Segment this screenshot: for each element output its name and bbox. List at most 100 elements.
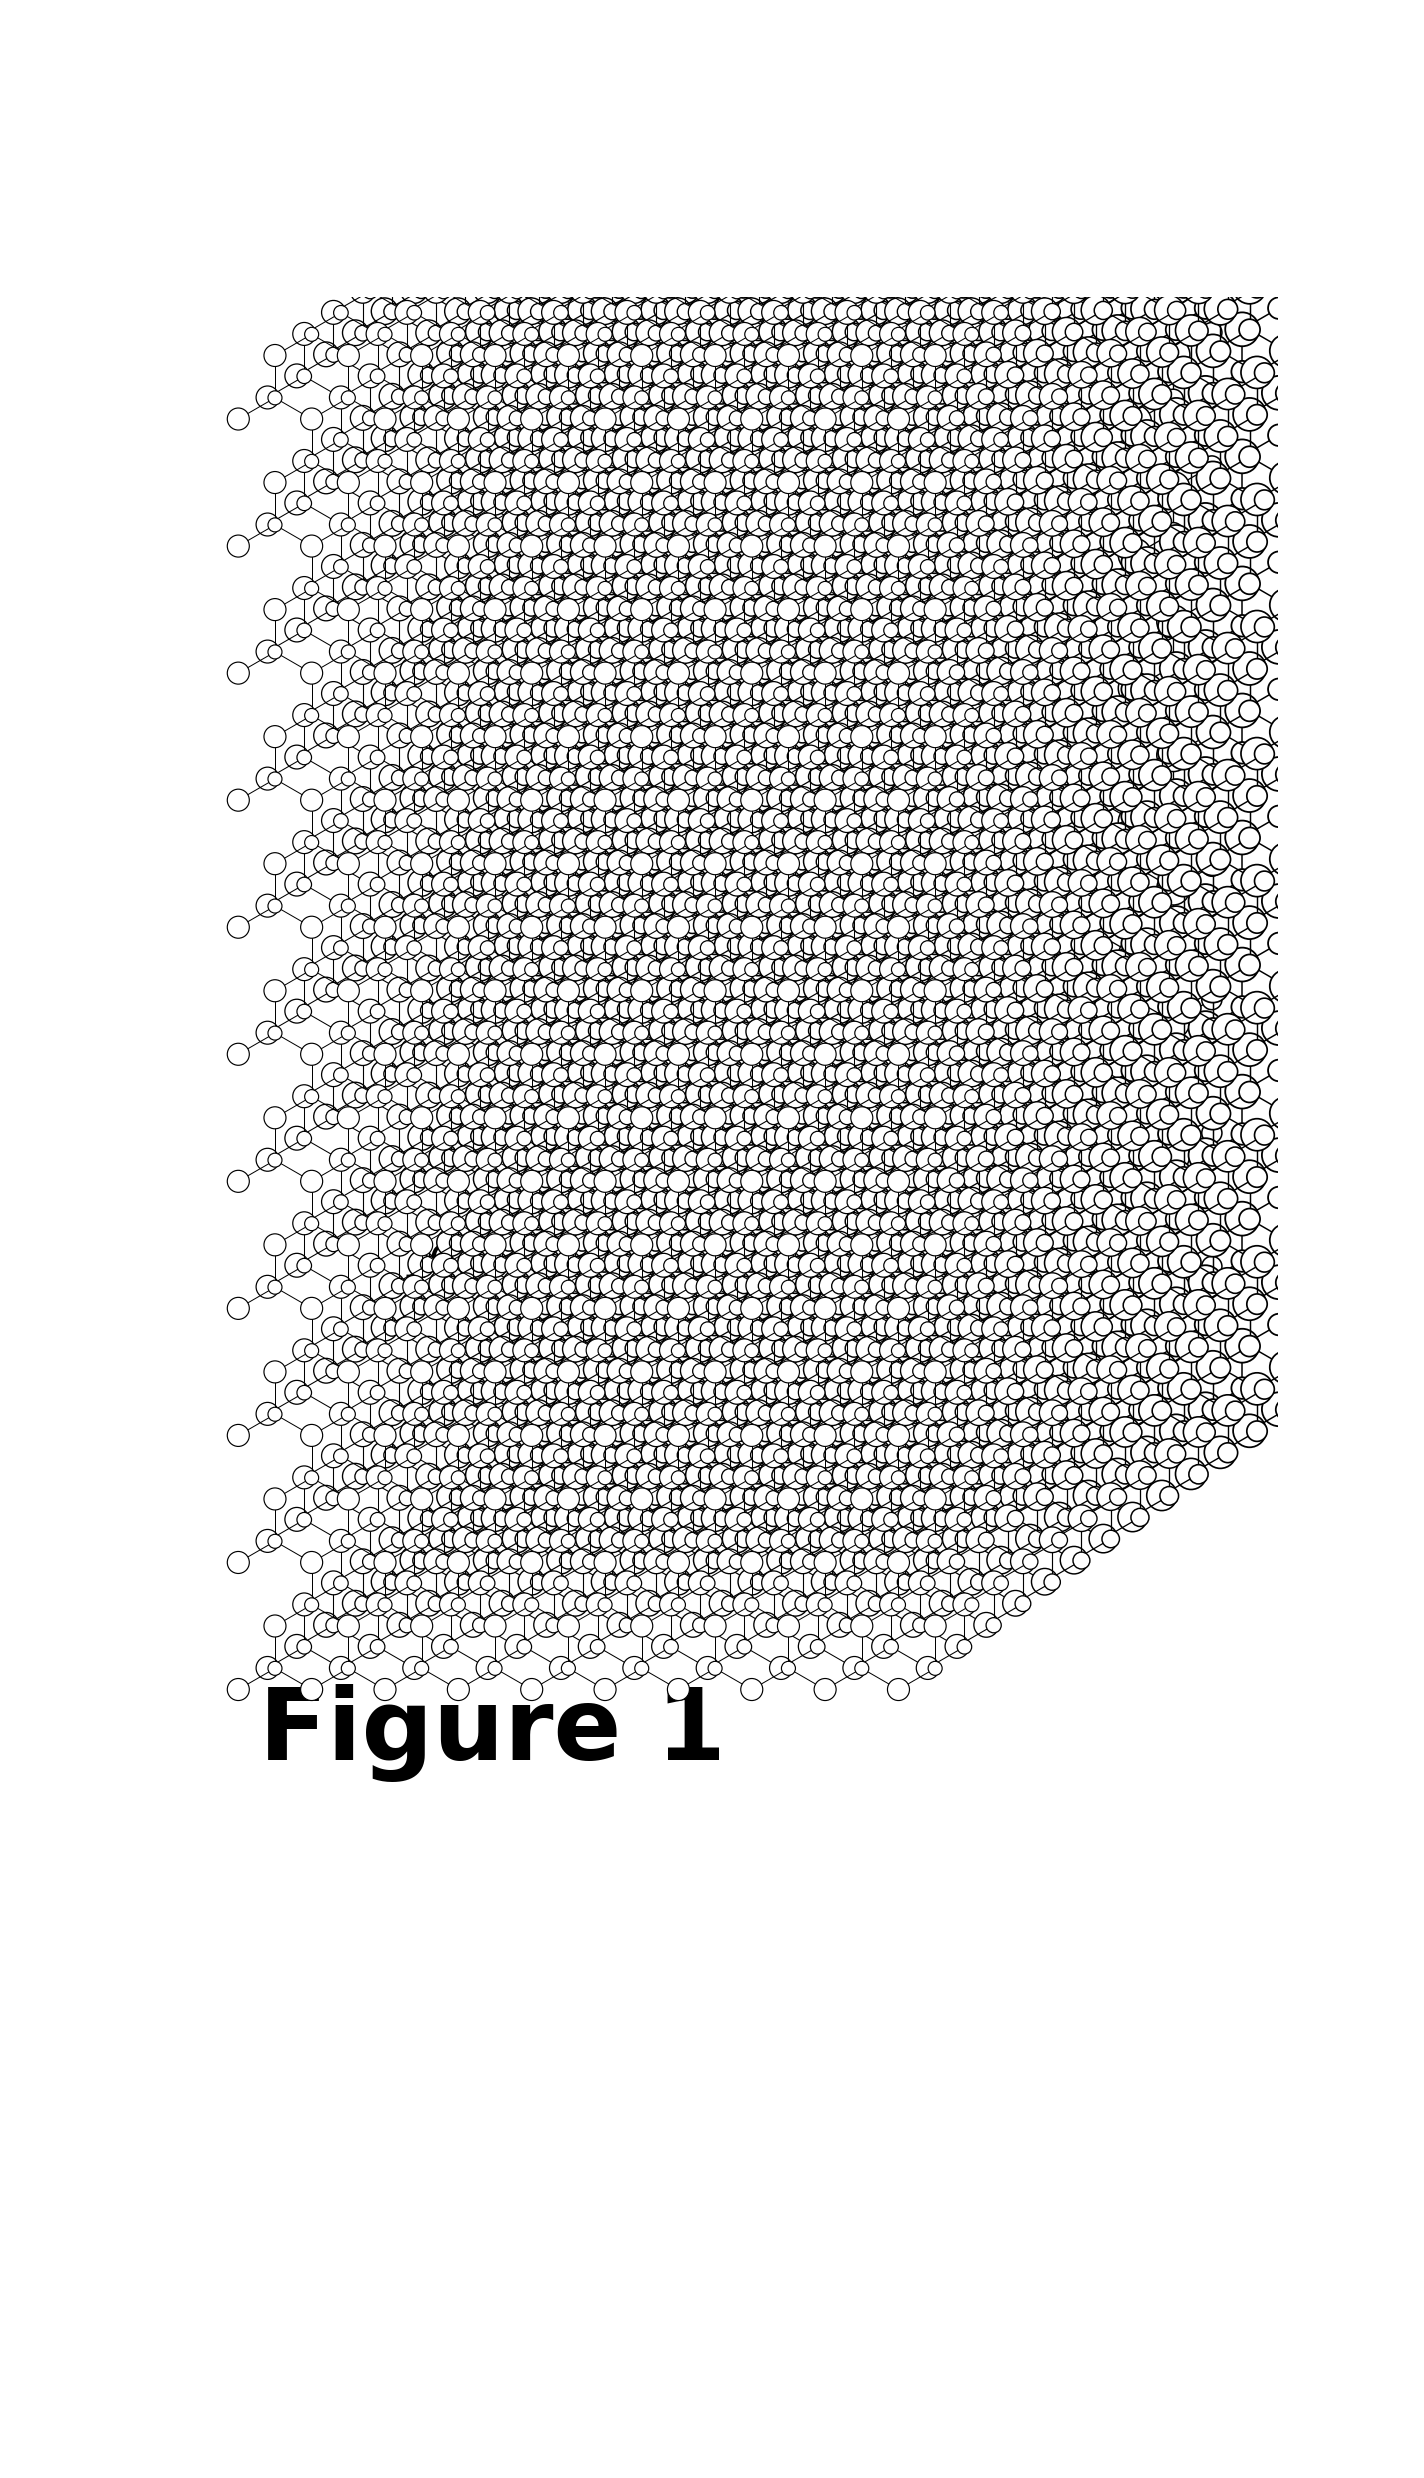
Circle shape (984, 166, 1017, 198)
Circle shape (668, 109, 688, 129)
Circle shape (359, 1254, 382, 1276)
Circle shape (715, 1311, 743, 1341)
Circle shape (897, 939, 914, 954)
Circle shape (916, 1276, 940, 1298)
Circle shape (618, 1127, 635, 1145)
Circle shape (662, 949, 693, 981)
Circle shape (1240, 865, 1273, 897)
Circle shape (1020, 1209, 1040, 1229)
Circle shape (985, 855, 1001, 870)
Circle shape (725, 999, 749, 1023)
Circle shape (780, 845, 810, 875)
Circle shape (836, 129, 857, 149)
Circle shape (584, 1355, 611, 1383)
Circle shape (953, 1085, 975, 1108)
Circle shape (646, 270, 679, 305)
Circle shape (581, 865, 612, 897)
Circle shape (668, 235, 688, 255)
Circle shape (984, 1254, 1002, 1271)
Circle shape (1042, 701, 1061, 721)
Circle shape (322, 1571, 346, 1596)
Circle shape (560, 1227, 590, 1256)
Circle shape (843, 1147, 866, 1172)
Circle shape (983, 510, 1004, 530)
Circle shape (1168, 1063, 1186, 1083)
Circle shape (787, 622, 803, 637)
Circle shape (738, 622, 752, 637)
Circle shape (691, 292, 723, 325)
Circle shape (544, 620, 562, 637)
Circle shape (681, 1484, 705, 1509)
Circle shape (591, 553, 618, 577)
Circle shape (765, 620, 782, 637)
Circle shape (1118, 994, 1148, 1023)
Circle shape (762, 300, 786, 325)
Circle shape (634, 845, 664, 875)
Circle shape (1156, 72, 1190, 104)
Circle shape (769, 387, 793, 409)
Circle shape (946, 1507, 968, 1531)
Circle shape (1108, 617, 1128, 637)
Circle shape (488, 1281, 503, 1294)
Circle shape (856, 1209, 881, 1234)
Circle shape (712, 1274, 732, 1294)
Circle shape (830, 280, 849, 297)
Circle shape (355, 833, 370, 850)
Circle shape (652, 1209, 674, 1229)
Circle shape (300, 788, 323, 810)
Circle shape (963, 473, 980, 488)
Circle shape (800, 738, 833, 771)
Circle shape (531, 612, 561, 642)
Circle shape (903, 280, 921, 297)
Circle shape (990, 342, 1011, 362)
Circle shape (604, 1066, 621, 1083)
Circle shape (738, 1442, 765, 1467)
Circle shape (914, 1546, 941, 1574)
Circle shape (1037, 852, 1054, 870)
Circle shape (594, 235, 614, 255)
Circle shape (998, 1189, 1018, 1209)
Circle shape (1087, 1415, 1119, 1447)
Circle shape (862, 932, 890, 959)
Circle shape (659, 1420, 681, 1442)
Circle shape (735, 823, 766, 855)
Circle shape (1159, 1286, 1193, 1321)
Circle shape (513, 577, 535, 600)
Circle shape (750, 1120, 780, 1150)
Circle shape (612, 1023, 628, 1041)
Circle shape (468, 808, 493, 833)
Circle shape (1175, 570, 1206, 600)
Circle shape (746, 766, 772, 790)
Circle shape (293, 1467, 316, 1489)
Circle shape (731, 213, 758, 240)
Circle shape (662, 1021, 679, 1041)
Circle shape (602, 248, 635, 282)
Circle shape (618, 872, 635, 892)
Circle shape (708, 1534, 722, 1549)
Circle shape (793, 724, 812, 743)
Circle shape (729, 1427, 745, 1442)
Circle shape (984, 1509, 1002, 1526)
Circle shape (440, 957, 463, 981)
Circle shape (906, 1462, 934, 1489)
Circle shape (652, 1127, 675, 1150)
Circle shape (420, 1383, 437, 1400)
Circle shape (375, 409, 396, 431)
Circle shape (363, 1046, 377, 1061)
Circle shape (800, 610, 833, 642)
Circle shape (987, 404, 1014, 431)
Circle shape (440, 322, 463, 344)
Circle shape (607, 724, 632, 748)
Circle shape (706, 917, 723, 934)
Circle shape (792, 488, 813, 510)
Circle shape (528, 575, 548, 595)
Circle shape (1037, 1417, 1067, 1447)
Circle shape (1094, 937, 1112, 954)
Circle shape (743, 273, 773, 305)
Circle shape (1183, 1036, 1213, 1066)
Circle shape (1239, 1209, 1260, 1229)
Circle shape (850, 1108, 873, 1130)
Circle shape (646, 597, 665, 617)
Circle shape (1068, 488, 1095, 515)
Circle shape (453, 255, 478, 282)
